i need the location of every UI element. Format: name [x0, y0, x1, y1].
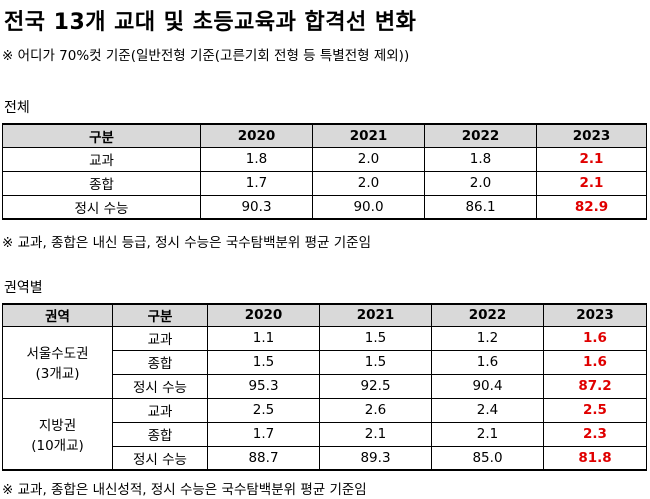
- row-label: 정시 수능: [112, 445, 208, 471]
- table-cell: 1.5: [319, 325, 432, 351]
- table-cell: 1.1: [207, 325, 320, 351]
- row-label: 정시 수능: [2, 194, 201, 220]
- table-cell-2023: 2.1: [536, 170, 647, 196]
- row-label: 교과: [2, 146, 201, 172]
- table-cell: 2.6: [319, 397, 432, 423]
- table-cell: 2.0: [424, 170, 537, 196]
- column-header: 2020: [200, 123, 313, 148]
- row-label: 종합: [112, 349, 208, 375]
- column-header: 구분: [112, 303, 208, 327]
- table-row: 서울수도권 (3개교) 교과 1.1 1.5 1.2 1.6: [2, 325, 647, 399]
- table-row: 종합 1.7 2.0 2.0 2.1: [2, 170, 647, 196]
- row-label: 교과: [112, 325, 208, 351]
- note-basis-bottom: ※ 교과, 종합은 내신성적, 정시 수능은 국수탐백분위 평균 기준임: [2, 482, 367, 498]
- table-cell: 2.0: [312, 170, 425, 196]
- table-cell-2023: 1.6: [543, 325, 647, 351]
- row-label: 정시 수능: [112, 373, 208, 399]
- total-table: 구분 2020 2021 2022 2023 교과 1.8 2.0 1.8 2.…: [2, 123, 647, 220]
- region-name: 지방권: [38, 417, 77, 434]
- column-header: 2022: [424, 123, 537, 148]
- column-header: 2021: [319, 303, 432, 327]
- table-row: 정시 수능 90.3 90.0 86.1 82.9: [2, 194, 647, 220]
- table-cell: 85.0: [431, 445, 544, 471]
- table-cell: 1.8: [200, 146, 313, 172]
- note-criteria: ※ 어디가 70%컷 기준(일반전형 기준(고른기회 전형 등 특별전형 제외)…: [2, 48, 410, 64]
- table-cell: 1.6: [431, 349, 544, 375]
- region-cell: 서울수도권 (3개교): [2, 325, 113, 399]
- section-title-total: 전체: [4, 100, 30, 116]
- region-cell: 지방권 (10개교): [2, 397, 113, 471]
- table-cell: 2.4: [431, 397, 544, 423]
- table-cell-2023: 87.2: [543, 373, 647, 399]
- table-cell-2023: 1.6: [543, 349, 647, 375]
- table-cell: 1.2: [431, 325, 544, 351]
- table-cell: 90.0: [312, 194, 425, 220]
- row-label: 종합: [112, 421, 208, 447]
- row-label: 종합: [2, 170, 201, 196]
- column-header: 구분: [2, 123, 201, 148]
- table-cell: 1.8: [424, 146, 537, 172]
- region-school-count: (3개교): [35, 366, 80, 382]
- table-cell: 2.5: [207, 397, 320, 423]
- column-header: 2022: [431, 303, 544, 327]
- row-label: 교과: [112, 397, 208, 423]
- table-row: 교과 1.8 2.0 1.8 2.1: [2, 146, 647, 172]
- table-cell: 1.7: [207, 421, 320, 447]
- table-cell: 95.3: [207, 373, 320, 399]
- table-cell: 1.5: [207, 349, 320, 375]
- table-cell: 90.4: [431, 373, 544, 399]
- region-table: 권역 구분 2020 2021 2022 2023 서울수도권 (3개교) 교과…: [2, 303, 647, 471]
- table-row: 종합 1.7 2.1 2.1 2.3: [3, 421, 647, 447]
- table-cell: 2.1: [319, 421, 432, 447]
- table-cell: 89.3: [319, 445, 432, 471]
- table-cell-2023: 2.5: [543, 397, 647, 423]
- column-header: 2023: [536, 123, 647, 148]
- table-cell: 86.1: [424, 194, 537, 220]
- column-header: 권역: [2, 303, 113, 327]
- table-row: 지방권 (10개교) 교과 2.5 2.6 2.4 2.5: [2, 397, 647, 471]
- table-cell-2023: 2.3: [543, 421, 647, 447]
- column-header: 2021: [312, 123, 425, 148]
- region-school-count: (10개교): [31, 437, 84, 454]
- column-header: 2020: [207, 303, 320, 327]
- table-cell: 1.5: [319, 349, 432, 375]
- table-row: 정시 수능 95.3 92.5 90.4 87.2: [3, 373, 647, 399]
- table-cell: 1.7: [200, 170, 313, 196]
- column-header: 2023: [543, 303, 647, 327]
- section-title-region: 권역별: [4, 280, 43, 296]
- table-header-row: 권역 구분 2020 2021 2022 2023: [2, 303, 647, 327]
- table-row: 종합 1.5 1.5 1.6 1.6: [3, 349, 647, 375]
- table-cell: 90.3: [200, 194, 313, 220]
- region-name: 서울수도권: [26, 346, 89, 362]
- table-cell: 2.1: [431, 421, 544, 447]
- note-basis: ※ 교과, 종합은 내신 등급, 정시 수능은 국수탐백분위 평균 기준임: [2, 235, 372, 251]
- table-header-row: 구분 2020 2021 2022 2023: [2, 123, 647, 148]
- table-cell: 88.7: [207, 445, 320, 471]
- table-row: 정시 수능 88.7 89.3 85.0 81.8: [3, 445, 647, 471]
- table-cell-2023: 81.8: [543, 445, 647, 471]
- page-title: 전국 13개 교대 및 초등교육과 합격선 변화: [4, 10, 417, 35]
- table-cell-2023: 82.9: [536, 194, 647, 220]
- table-cell: 2.0: [312, 146, 425, 172]
- table-cell-2023: 2.1: [536, 146, 647, 172]
- table-cell: 92.5: [319, 373, 432, 399]
